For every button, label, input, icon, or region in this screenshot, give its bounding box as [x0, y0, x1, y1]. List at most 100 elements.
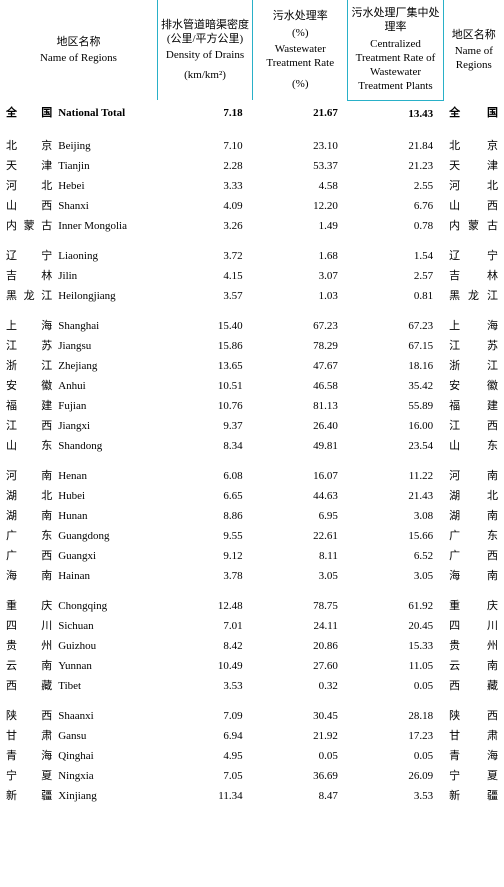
header-wastewater-cn2: (%) [256, 26, 344, 40]
region-name-cn: 山 东 [0, 436, 54, 456]
region-name-en: Qinghai [54, 746, 157, 766]
table-row: 海 南Hainan3.783.053.05海 南 [0, 566, 504, 586]
density-value: 2.28 [157, 156, 252, 176]
density-value: 4.09 [157, 196, 252, 216]
region-name-en: Shanghai [54, 316, 157, 336]
density-value: 7.01 [157, 616, 252, 636]
region-name-cn: 浙 江 [0, 356, 54, 376]
region-name-cn: 湖 北 [0, 486, 54, 506]
region-name-cn-right: 天 津 [443, 156, 504, 176]
density-value: 15.86 [157, 336, 252, 356]
density-value: 3.57 [157, 286, 252, 306]
density-value: 4.15 [157, 266, 252, 286]
table-row: 山 东Shandong8.3449.8123.54山 东 [0, 436, 504, 456]
wastewater-value: 12.20 [253, 196, 348, 216]
table-row: 四 川Sichuan7.0124.1120.45四 川 [0, 616, 504, 636]
region-name-cn: 山 西 [0, 196, 54, 216]
region-name-cn-right: 甘 肃 [443, 726, 504, 746]
table-row: 河 北Hebei3.334.582.55河 北 [0, 176, 504, 196]
wastewater-value: 23.10 [253, 136, 348, 156]
region-name-cn-right: 广 东 [443, 526, 504, 546]
centralized-value: 21.23 [348, 156, 443, 176]
region-name-cn: 福 建 [0, 396, 54, 416]
wastewater-value: 8.11 [253, 546, 348, 566]
region-name-cn: 云 南 [0, 656, 54, 676]
spacer-row [0, 236, 504, 246]
centralized-value: 2.55 [348, 176, 443, 196]
region-name-cn: 吉 林 [0, 266, 54, 286]
wastewater-value: 78.29 [253, 336, 348, 356]
centralized-value: 67.15 [348, 336, 443, 356]
wastewater-value: 3.05 [253, 566, 348, 586]
density-value: 13.65 [157, 356, 252, 376]
region-name-cn-right: 浙 江 [443, 356, 504, 376]
centralized-value: 13.43 [348, 100, 443, 126]
region-name-cn-right: 山 西 [443, 196, 504, 216]
centralized-value: 26.09 [348, 766, 443, 786]
region-name-cn: 河 北 [0, 176, 54, 196]
region-name-en: Guangxi [54, 546, 157, 566]
header-centralized-en: Centralized Treatment Rate of Wastewater… [351, 37, 439, 94]
region-name-cn-right: 西 藏 [443, 676, 504, 696]
header-wastewater: 污水处理率 (%) Wastewater Treatment Rate (%) [253, 0, 348, 100]
region-name-cn: 全 国 [0, 100, 54, 126]
table-body: 全 国National Total7.1821.6713.43全 国北 京Bei… [0, 100, 504, 806]
header-wastewater-en: Wastewater Treatment Rate [256, 42, 344, 71]
density-value: 9.55 [157, 526, 252, 546]
region-name-cn: 宁 夏 [0, 766, 54, 786]
region-name-en: Jilin [54, 266, 157, 286]
density-value: 4.95 [157, 746, 252, 766]
wastewater-value: 24.11 [253, 616, 348, 636]
table-row: 河 南Henan6.0816.0711.22河 南 [0, 466, 504, 486]
table-row: 浙 江Zhejiang13.6547.6718.16浙 江 [0, 356, 504, 376]
wastewater-value: 22.61 [253, 526, 348, 546]
density-value: 8.86 [157, 506, 252, 526]
wastewater-value: 46.58 [253, 376, 348, 396]
table-row: 贵 州Guizhou8.4220.8615.33贵 州 [0, 636, 504, 656]
region-name-en: Ningxia [54, 766, 157, 786]
table-row: 湖 南Hunan8.866.953.08湖 南 [0, 506, 504, 526]
region-name-en: Shandong [54, 436, 157, 456]
wastewater-value: 8.47 [253, 786, 348, 806]
header-region-left-en: Name of Regions [3, 51, 154, 65]
header-region-left: 地区名称 Name of Regions [0, 0, 157, 100]
region-name-cn-right: 河 南 [443, 466, 504, 486]
density-value: 7.10 [157, 136, 252, 156]
table-row: 江 苏Jiangsu15.8678.2967.15江 苏 [0, 336, 504, 356]
density-value: 15.40 [157, 316, 252, 336]
density-value: 3.72 [157, 246, 252, 266]
header-density-cn: 排水管道暗渠密度 (公里/平方公里) [161, 18, 249, 47]
header-density-en: Density of Drains [161, 48, 249, 62]
region-name-cn-right: 新 疆 [443, 786, 504, 806]
header-region-left-cn: 地区名称 [3, 35, 154, 49]
region-name-cn: 新 疆 [0, 786, 54, 806]
centralized-value: 11.22 [348, 466, 443, 486]
table-row: 天 津Tianjin2.2853.3721.23天 津 [0, 156, 504, 176]
region-name-cn-right: 全 国 [443, 100, 504, 126]
region-name-en: Xinjiang [54, 786, 157, 806]
wastewater-value: 67.23 [253, 316, 348, 336]
table-row: 吉 林Jilin4.153.072.57吉 林 [0, 266, 504, 286]
region-name-cn-right: 北 京 [443, 136, 504, 156]
region-name-cn-right: 江 西 [443, 416, 504, 436]
centralized-value: 3.05 [348, 566, 443, 586]
centralized-value: 23.54 [348, 436, 443, 456]
centralized-value: 0.05 [348, 746, 443, 766]
region-name-cn-right: 山 东 [443, 436, 504, 456]
region-name-en: Gansu [54, 726, 157, 746]
wastewater-value: 0.32 [253, 676, 348, 696]
density-value: 3.53 [157, 676, 252, 696]
region-name-en: Tibet [54, 676, 157, 696]
header-region-right-en: Name of Regions [447, 44, 501, 73]
density-value: 10.51 [157, 376, 252, 396]
region-name-en: Inner Mongolia [54, 216, 157, 236]
density-value: 8.34 [157, 436, 252, 456]
density-value: 8.42 [157, 636, 252, 656]
region-name-cn: 湖 南 [0, 506, 54, 526]
centralized-value: 0.05 [348, 676, 443, 696]
region-name-en: Zhejiang [54, 356, 157, 376]
wastewater-value: 20.86 [253, 636, 348, 656]
header-wastewater-cn: 污水处理率 [256, 9, 344, 23]
region-name-cn: 北 京 [0, 136, 54, 156]
centralized-value: 15.66 [348, 526, 443, 546]
